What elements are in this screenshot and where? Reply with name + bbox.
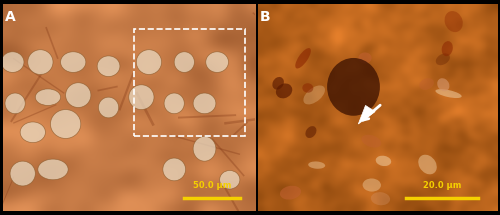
Ellipse shape <box>98 97 118 118</box>
Ellipse shape <box>10 161 36 186</box>
Ellipse shape <box>306 126 316 138</box>
Ellipse shape <box>136 50 162 74</box>
Ellipse shape <box>66 83 91 108</box>
Ellipse shape <box>193 136 216 161</box>
Ellipse shape <box>174 52 195 72</box>
Text: A: A <box>5 11 16 25</box>
Ellipse shape <box>97 56 120 77</box>
Bar <box>134 29 245 136</box>
Ellipse shape <box>376 156 391 166</box>
Ellipse shape <box>358 52 372 64</box>
Ellipse shape <box>420 78 434 90</box>
Ellipse shape <box>302 83 314 93</box>
Ellipse shape <box>442 41 453 56</box>
Ellipse shape <box>444 11 463 32</box>
Polygon shape <box>358 105 375 124</box>
Ellipse shape <box>36 89 60 105</box>
Ellipse shape <box>20 122 46 143</box>
Ellipse shape <box>362 135 382 147</box>
Ellipse shape <box>129 85 154 110</box>
Ellipse shape <box>28 50 53 74</box>
Ellipse shape <box>5 93 25 114</box>
Ellipse shape <box>220 170 240 189</box>
Ellipse shape <box>296 48 311 69</box>
Ellipse shape <box>272 77 284 90</box>
Ellipse shape <box>193 93 216 114</box>
Ellipse shape <box>50 110 81 138</box>
Ellipse shape <box>308 161 325 169</box>
Ellipse shape <box>60 52 86 72</box>
Ellipse shape <box>436 53 450 65</box>
Ellipse shape <box>206 52 229 72</box>
Ellipse shape <box>371 192 390 205</box>
Ellipse shape <box>437 78 450 91</box>
Ellipse shape <box>327 58 380 116</box>
Ellipse shape <box>38 159 68 180</box>
Ellipse shape <box>163 158 186 181</box>
Text: B: B <box>260 11 270 25</box>
Ellipse shape <box>362 178 381 192</box>
Ellipse shape <box>1 52 24 72</box>
Ellipse shape <box>164 93 184 114</box>
Text: 50.0 μm: 50.0 μm <box>193 181 232 190</box>
Text: 20.0 μm: 20.0 μm <box>423 181 462 190</box>
Ellipse shape <box>436 89 462 98</box>
Ellipse shape <box>280 186 301 200</box>
Ellipse shape <box>418 155 437 174</box>
Ellipse shape <box>304 85 325 104</box>
Ellipse shape <box>276 83 292 98</box>
